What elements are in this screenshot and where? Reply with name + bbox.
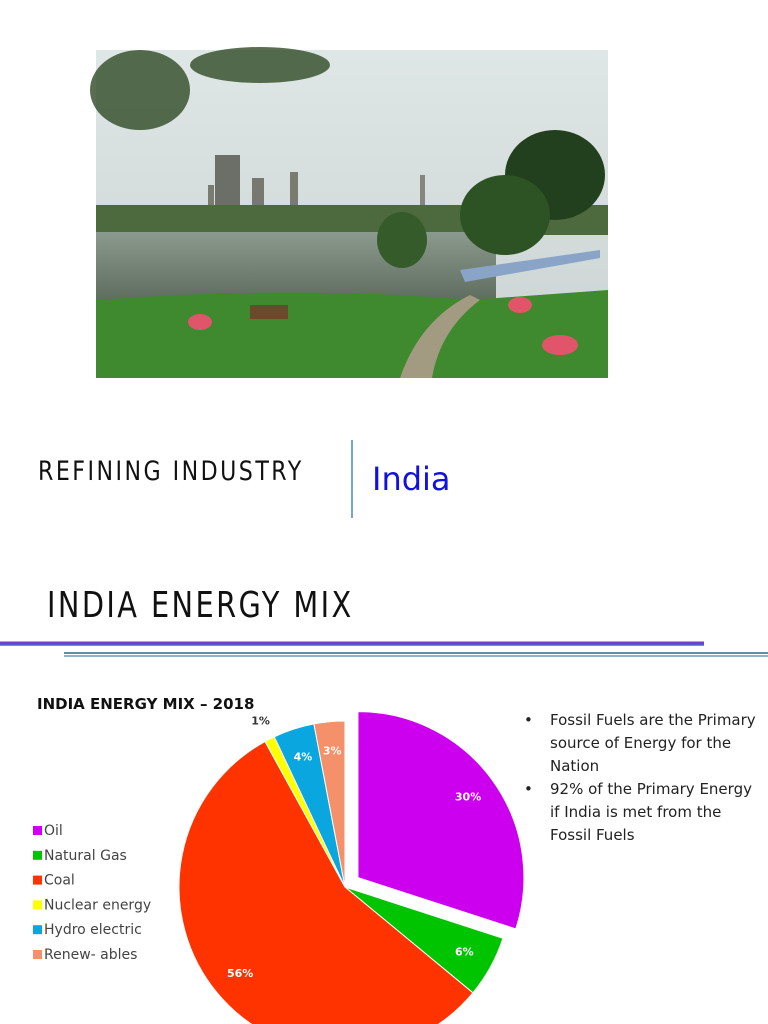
legend-label: Coal — [44, 873, 75, 889]
data-label: 4% — [294, 751, 313, 764]
data-label: 30% — [455, 791, 481, 804]
legend-swatch — [33, 850, 42, 860]
legend: Oil Natural Gas Coal Nuclear energy Hydro el… — [33, 823, 151, 963]
legend-label: Natural Gas — [44, 848, 127, 864]
pie-chart: 30% 6% 56% 1% 4% 3% — [178, 711, 525, 1024]
pie-slice — [178, 740, 474, 1024]
slide-title: REFINING INDUSTRY — [38, 456, 304, 487]
legend-label: Hydro electric — [44, 922, 142, 938]
bullet: Fossil Fuels are the Primary source of E… — [522, 709, 762, 778]
bullet-list: Fossil Fuels are the Primary source of E… — [522, 709, 762, 847]
data-label: 3% — [323, 744, 342, 757]
slide-title: INDIA ENERGY MIX — [47, 585, 354, 626]
legend-label: Oil — [44, 823, 63, 839]
legend-swatch — [33, 826, 42, 835]
bullet: 92% of the Primary Energy if India is me… — [522, 778, 762, 847]
data-label: 6% — [455, 946, 474, 959]
legend-swatch — [33, 925, 42, 935]
legend-label: Renew- ables — [44, 947, 137, 963]
legend-swatch — [33, 875, 42, 885]
slide-subtitle: India — [372, 460, 451, 498]
pie-slice — [313, 720, 346, 888]
data-label: 1% — [251, 714, 270, 727]
legend-label: Nuclear energy — [44, 897, 151, 913]
refinery-photo — [90, 47, 608, 378]
data-label: 56% — [227, 967, 253, 980]
chart-title: INDIA ENERGY MIX – 2018 — [37, 695, 254, 713]
legend-swatch — [33, 900, 42, 910]
pie-slice — [357, 711, 525, 930]
legend-swatch — [33, 950, 42, 959]
